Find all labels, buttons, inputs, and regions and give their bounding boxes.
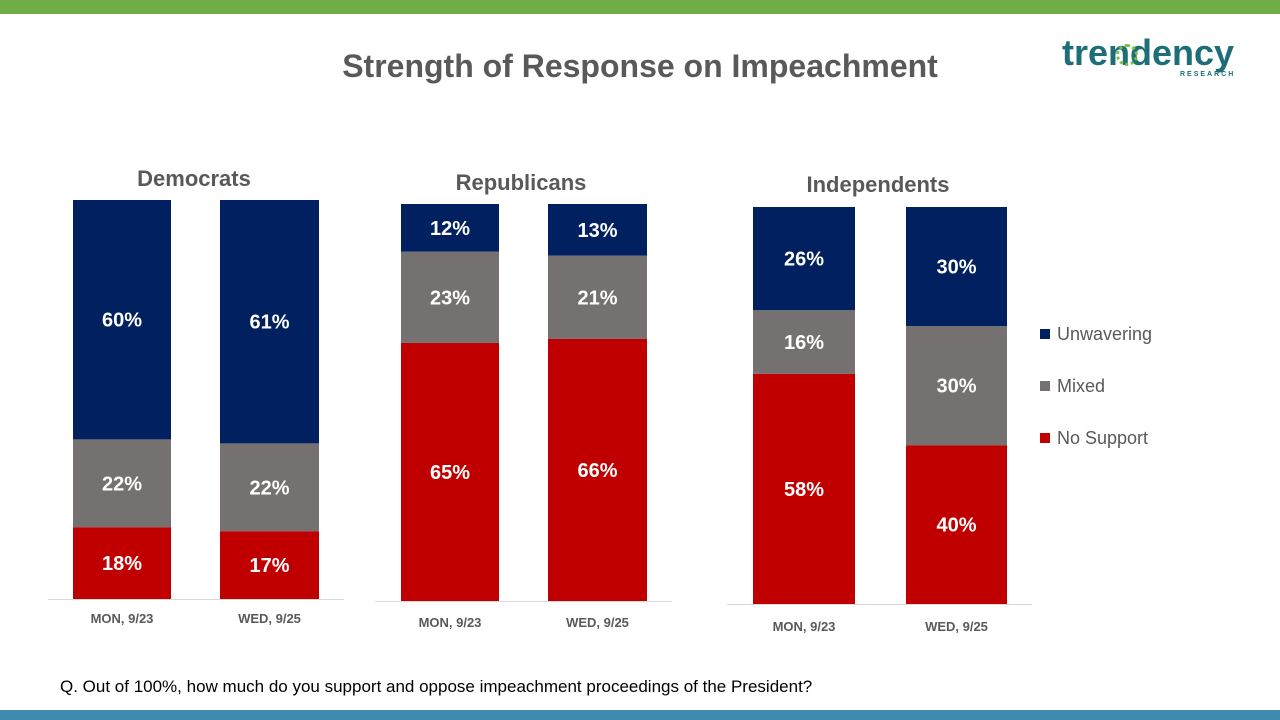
- data-label-unwavering: 30%: [936, 257, 976, 279]
- data-label-no-support: 18%: [102, 553, 142, 575]
- x-tick-label: WED, 9/25: [566, 615, 629, 630]
- legend-swatch-unwavering: [1040, 329, 1050, 339]
- data-label-no-support: 65%: [430, 462, 470, 484]
- legend-label-unwavering: Unwavering: [1057, 324, 1153, 344]
- bar-segment-mixed: [548, 255, 647, 339]
- bar-segment-no-support: [73, 527, 171, 599]
- bar-segment-no-support: [401, 342, 499, 601]
- data-label-unwavering: 26%: [784, 249, 824, 271]
- slide-title: Strength of Response on Impeachment: [342, 48, 938, 84]
- top-accent-bar: [0, 0, 1280, 14]
- bar-segment-unwavering: [401, 204, 499, 252]
- bar-segment-no-support: [548, 338, 647, 601]
- chart-independents: Independents 58% 16% 26% MON, 9/23 40% 30% 30% W…: [727, 172, 1032, 634]
- survey-question: Q. Out of 100%, how much do you support …: [60, 677, 813, 696]
- data-label-no-support: 40%: [936, 515, 976, 537]
- legend-swatch-mixed: [1040, 381, 1050, 391]
- bar-segment-mixed: [753, 310, 855, 374]
- bar-segment-mixed: [220, 443, 319, 532]
- data-label-mixed: 22%: [249, 477, 289, 499]
- data-label-no-support: 17%: [249, 555, 289, 577]
- trendency-logo: trendency RESEARCH: [1062, 34, 1252, 82]
- data-label-no-support: 66%: [577, 460, 617, 482]
- bar-segment-unwavering: [753, 207, 855, 311]
- data-label-mixed: 21%: [577, 287, 617, 309]
- bar-segment-no-support: [753, 373, 855, 604]
- x-tick-label: WED, 9/25: [238, 611, 301, 626]
- data-label-unwavering: 61%: [249, 312, 289, 334]
- legend-swatch-no-support: [1040, 433, 1050, 443]
- chart-democrats: Democrats 18% 22% 60% MON, 9/23 17% 22% 61% WED,…: [48, 166, 344, 626]
- chart-title: Republicans: [456, 170, 587, 195]
- bar-segment-unwavering: [906, 207, 1007, 327]
- data-label-mixed: 22%: [102, 473, 142, 495]
- legend-label-no-support: No Support: [1057, 428, 1149, 448]
- logo-wordmark: trendency: [1062, 32, 1235, 73]
- logo-ring-icon: [1116, 44, 1138, 66]
- bar-segment-no-support: [220, 531, 319, 599]
- data-label-unwavering: 12%: [430, 218, 470, 240]
- x-tick-label: MON, 9/23: [773, 619, 836, 634]
- bar-segment-unwavering: [73, 200, 171, 440]
- data-label-mixed: 23%: [430, 287, 470, 309]
- data-label-mixed: 30%: [936, 376, 976, 398]
- x-tick-label: MON, 9/23: [91, 611, 154, 626]
- bar-segment-mixed: [401, 251, 499, 343]
- data-label-unwavering: 60%: [102, 310, 142, 332]
- bar-segment-unwavering: [220, 200, 319, 444]
- data-label-unwavering: 13%: [577, 220, 617, 242]
- chart-title: Independents: [806, 172, 949, 197]
- bar-segment-mixed: [73, 439, 171, 528]
- data-label-no-support: 58%: [784, 479, 824, 501]
- bar-segment-no-support: [906, 445, 1007, 604]
- logo-subtitle: RESEARCH: [1180, 71, 1236, 78]
- legend-label-mixed: Mixed: [1057, 376, 1106, 396]
- chart-title: Democrats: [137, 166, 251, 191]
- bar-segment-mixed: [906, 326, 1007, 446]
- chart-republicans: Republicans 65% 23% 12% MON, 9/23 66% 21% 13% WE…: [375, 170, 672, 630]
- data-label-mixed: 16%: [784, 332, 824, 354]
- bar-segment-unwavering: [548, 204, 647, 256]
- bottom-accent-bar: [0, 710, 1280, 720]
- x-tick-label: MON, 9/23: [419, 615, 482, 630]
- x-tick-label: WED, 9/25: [925, 619, 988, 634]
